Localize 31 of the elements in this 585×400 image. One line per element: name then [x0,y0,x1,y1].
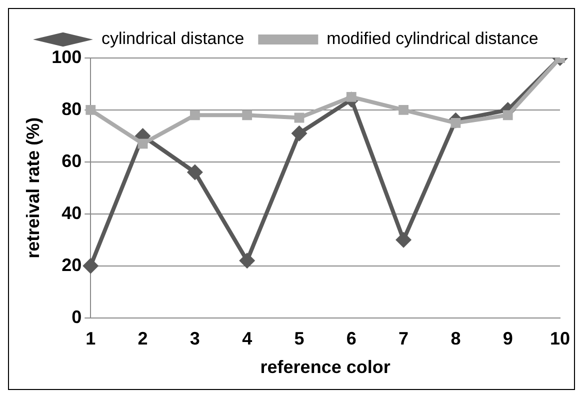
point [186,164,203,180]
y-tick-label: 20 [62,254,82,275]
y-tick-label: 80 [62,98,82,119]
x-tick-label: 4 [242,328,252,349]
y-tick-label: 40 [62,202,82,223]
point [398,105,408,115]
x-axis-title: reference color [260,357,390,378]
x-tick-label: 7 [398,328,409,349]
x-tick-label: 1 [86,328,96,349]
y-tick-label: 100 [52,46,82,67]
point [502,110,513,120]
y-tick-label: 60 [62,150,82,171]
point [396,232,412,248]
x-tick-label: 3 [190,328,200,349]
x-tick-label: 8 [450,328,461,349]
x-tick-label: 6 [346,328,356,349]
point [242,110,252,120]
legend-label: modified cylindrical distance [326,29,538,48]
point [138,138,148,149]
x-tick-label: 10 [550,328,570,349]
x-tick-label: 2 [138,328,148,349]
point [294,112,304,123]
y-tick-label: 0 [72,306,82,327]
legend-label: cylindrical distance [102,29,244,48]
x-tick-label: 5 [294,328,304,349]
y-axis-title: retreival rate (%) [22,117,43,258]
point [239,252,256,269]
point [190,110,200,120]
point [82,258,99,274]
point [291,125,308,142]
x-tick-label: 9 [502,328,513,349]
